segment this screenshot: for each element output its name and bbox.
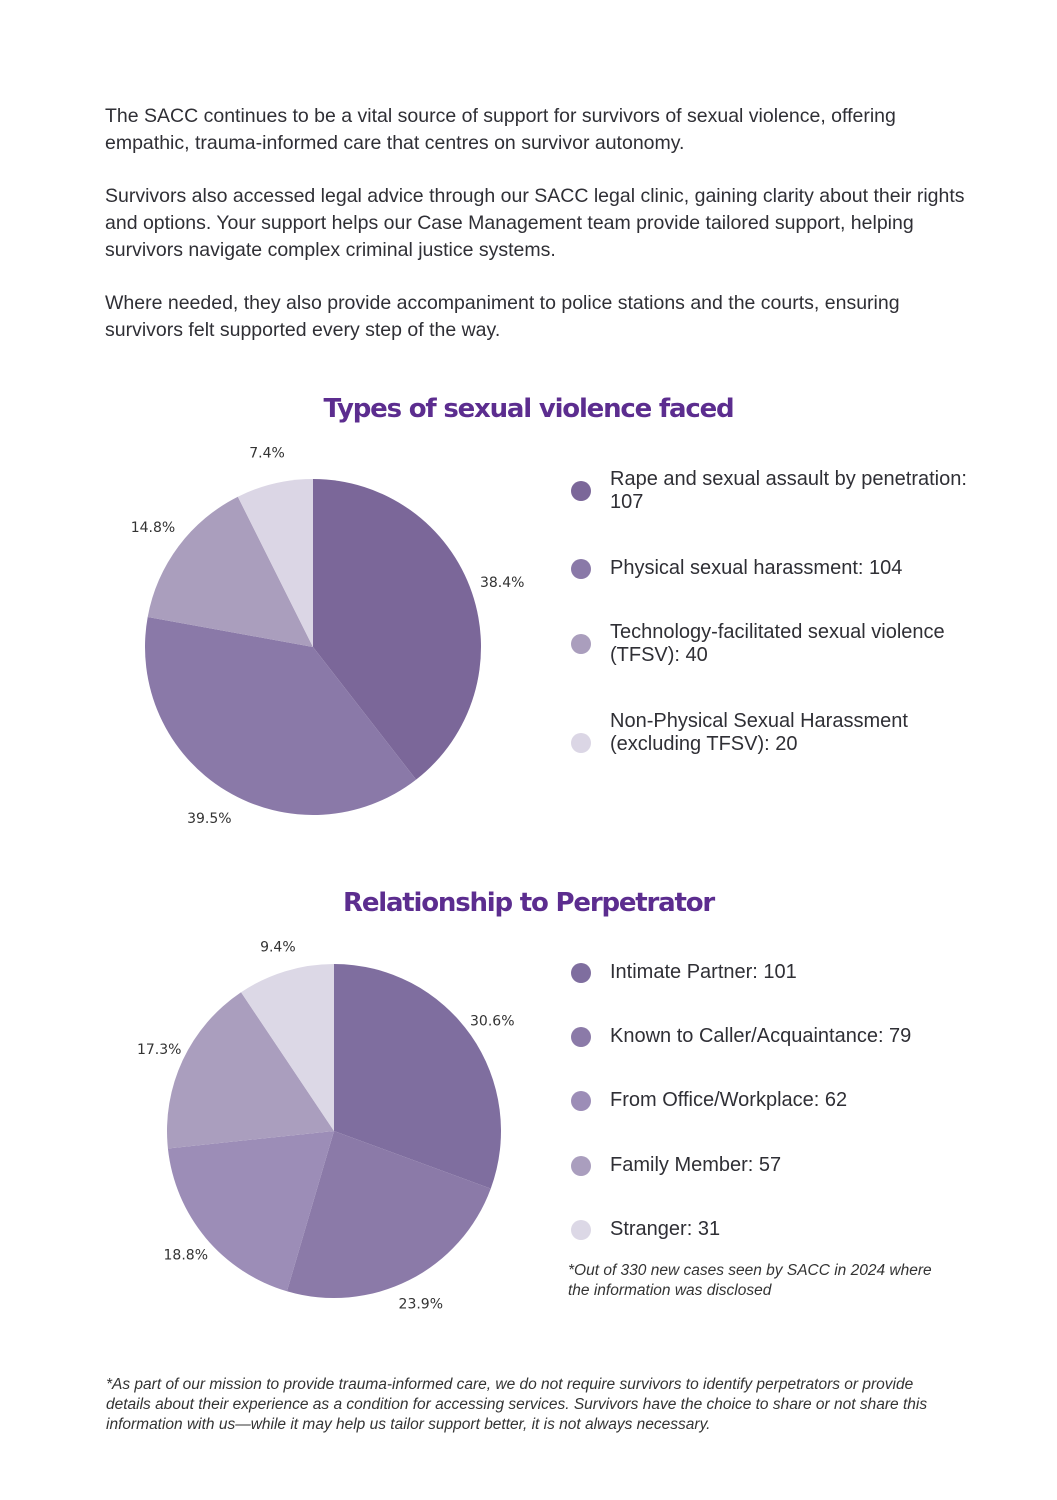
legend-label: Technology-facilitated sexual violence (… [610, 621, 945, 666]
legend-label: Known to Caller/Acquaintance: 79 [610, 1025, 912, 1047]
slice-percent-label: 38.4% [480, 575, 524, 591]
legend-swatch [571, 1155, 591, 1176]
legend-label: Non-Physical Sexual Harassment (excludin… [610, 710, 908, 755]
legend-item: Stranger: 31 [571, 1218, 971, 1241]
legend-swatch [571, 481, 591, 501]
footnote: *As part of our mission to provide traum… [106, 1376, 928, 1433]
intro-text: The SACC continues to be a vital source … [105, 103, 965, 370]
legend-swatch [571, 733, 591, 753]
slice-percent-label: 39.5% [187, 811, 231, 827]
legend-swatch [571, 962, 591, 983]
legend-item: Known to Caller/Acquaintance: 79 [571, 1025, 971, 1048]
legend-swatch [571, 1219, 591, 1240]
legend-label: Intimate Partner: 101 [610, 961, 797, 983]
legend-item: Rape and sexual assault by penetration: … [571, 468, 971, 514]
legend-label: Rape and sexual assault by penetration: … [610, 468, 967, 513]
legend-item: Physical sexual harassment: 104 [571, 557, 971, 580]
slice-percent-label: 7.4% [249, 445, 285, 461]
pie-slice [237, 479, 313, 647]
pie-slice [147, 496, 313, 647]
legend-label: Physical sexual harassment: 104 [610, 557, 903, 579]
legend-item: Technology-facilitated sexual violence (… [571, 621, 971, 667]
legend-label: From Office/Workplace: 62 [610, 1089, 848, 1111]
legend-swatch [571, 1090, 591, 1111]
slice-percent-label: 14.8% [131, 520, 175, 536]
intro-paragraph: Where needed, they also provide accompan… [105, 292, 900, 341]
pie-slice [313, 479, 481, 780]
legend-label: Family Member: 57 [610, 1154, 782, 1176]
chart-title-violence-types: Types of sexual violence faced [323, 394, 735, 424]
intro-paragraph: The SACC continues to be a vital source … [105, 105, 896, 154]
legend-label: Stranger: 31 [610, 1218, 721, 1240]
pie-slice [145, 616, 417, 815]
legend-swatch [571, 558, 591, 579]
intro-paragraph: Survivors also accessed legal advice thr… [105, 185, 965, 261]
legend-item: Non-Physical Sexual Harassment (excludin… [571, 710, 971, 766]
legend-item: Intimate Partner: 101 [571, 961, 971, 984]
legend-item: Family Member: 57 [571, 1154, 971, 1177]
legend-swatch [571, 1026, 591, 1047]
chart-title-relationship: Relationship to Perpetrator [343, 888, 715, 918]
legend-item: From Office/Workplace: 62 [571, 1089, 971, 1112]
chart-note: *Out of 330 new cases seen by SACC in 20… [568, 1262, 932, 1299]
legend-swatch [571, 634, 591, 654]
